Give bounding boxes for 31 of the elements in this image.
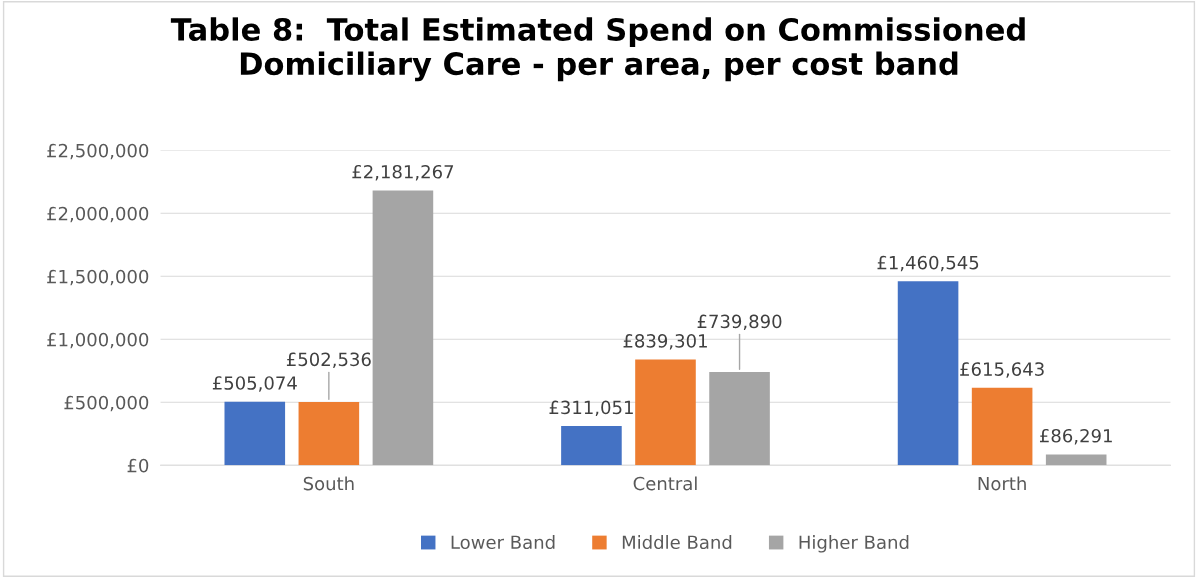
y-tick-label: £500,000	[64, 395, 149, 412]
data-label: £615,643	[960, 362, 1044, 378]
data-label: £2,181,267	[352, 164, 454, 181]
legend-label: Middle Band	[622, 535, 732, 550]
legend-label: Higher Band	[799, 535, 909, 553]
legend-label: Lower Band	[451, 535, 555, 550]
bar	[635, 359, 696, 466]
data-label: £1,460,545	[877, 255, 979, 272]
x-tick-label: South	[303, 476, 354, 491]
bar	[298, 401, 360, 466]
y-tick-label: £1,500,000	[47, 269, 149, 286]
data-label: £505,074	[212, 376, 297, 392]
data-label: £839,301	[623, 334, 707, 350]
y-tick-label: £0	[127, 458, 149, 473]
bar	[709, 372, 770, 466]
bar	[1045, 454, 1107, 466]
x-tick-label: Central	[633, 476, 697, 491]
y-tick-label: £1,000,000	[47, 332, 149, 349]
bar	[897, 281, 959, 466]
bar	[561, 426, 622, 466]
data-label: £739,890	[697, 314, 782, 331]
x-tick-label: North	[978, 476, 1026, 491]
bar	[971, 387, 1033, 466]
data-label: £311,051	[549, 400, 633, 417]
y-tick-label: £2,500,000	[47, 143, 149, 160]
bar	[372, 190, 434, 466]
data-label: £502,536	[286, 352, 371, 368]
chart-title: Table 8: Total Estimated Spend on Commissioned Domiciliary Care - per area, per cost band	[170, 17, 1025, 82]
bar	[224, 401, 286, 466]
data-label: £86,291	[1039, 428, 1112, 445]
y-tick-label: £2,000,000	[47, 206, 149, 223]
